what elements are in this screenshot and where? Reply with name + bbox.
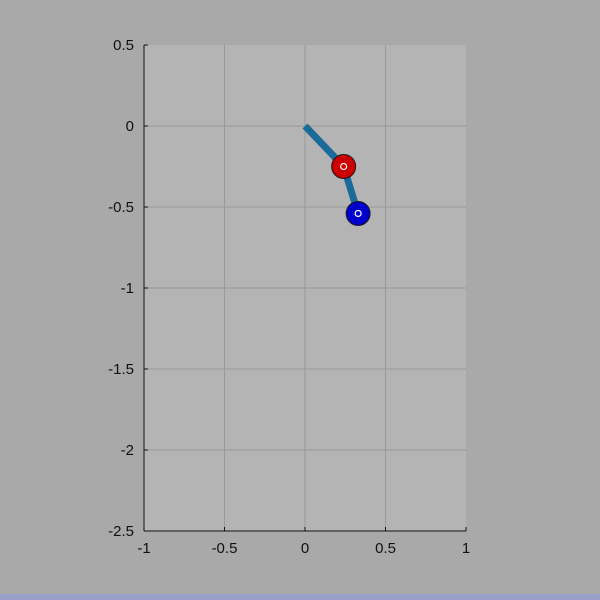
y-tick-label: -2 bbox=[121, 442, 134, 459]
plot-area bbox=[302, 123, 371, 226]
y-tick-label: -0.5 bbox=[108, 199, 134, 216]
axes bbox=[143, 44, 467, 532]
x-tick-label: 0 bbox=[301, 540, 309, 557]
x-tick-label: -1 bbox=[137, 540, 150, 557]
window-bottom-edge bbox=[0, 594, 600, 600]
x-tick-label: 1 bbox=[462, 540, 470, 557]
pendulum-bob-1 bbox=[331, 154, 357, 179]
pendulum-bob-2 bbox=[345, 200, 371, 226]
y-tick-label: -1.5 bbox=[108, 361, 134, 378]
grid-lines bbox=[144, 45, 466, 531]
pendulum-bob-center-2 bbox=[354, 209, 362, 218]
tick-labels: -1 -0.5 0 0.5 1 0.5 0 -0.5 -1 -1.5 -2 -2.5 bbox=[108, 37, 470, 557]
x-tick-label: 0.5 bbox=[375, 540, 396, 557]
y-tick-label: -2.5 bbox=[108, 523, 134, 540]
y-tick-label: 0.5 bbox=[113, 37, 134, 54]
y-tick-label: 0 bbox=[126, 118, 134, 135]
x-tick-label: -0.5 bbox=[212, 540, 238, 557]
pendulum-bob-center-1 bbox=[340, 162, 348, 171]
y-tick-label: -1 bbox=[121, 280, 134, 297]
